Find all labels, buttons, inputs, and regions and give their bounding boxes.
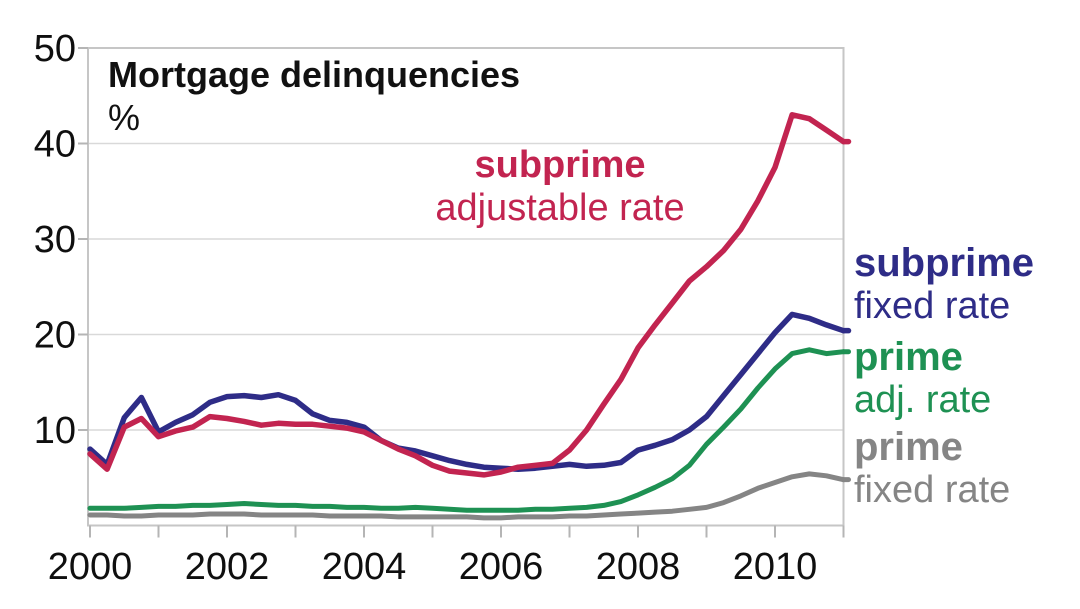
series-label-subprime-adjustable: subprime adjustable rate: [405, 144, 715, 230]
series-label-prime-fixed: prime fixed rate: [854, 426, 1010, 512]
y-tick-label: 10: [34, 410, 76, 452]
line-prime-adjustable-rate: [87, 347, 846, 513]
series-label-line2: adjustable rate: [435, 187, 685, 229]
y-tick-label: 20: [34, 315, 76, 357]
x-tick-label-2004: 2004: [322, 546, 407, 588]
x-tick-label-2008: 2008: [596, 546, 681, 588]
series-label-subprime-fixed: subprime fixed rate: [854, 242, 1034, 328]
line-subprime-adjustable-rate: [87, 112, 847, 478]
series-label-line1: subprime: [854, 241, 1035, 285]
series-label-line1: prime: [854, 425, 963, 469]
x-tick-label-2010: 2010: [733, 546, 818, 588]
series-label-prime-adjustable: prime adj. rate: [854, 336, 991, 422]
x-tick-label-2000: 2000: [48, 546, 133, 588]
series-label-line1: subprime: [474, 144, 646, 186]
series-label-line2: fixed rate: [854, 469, 1011, 511]
y-tick-label: 40: [34, 124, 76, 166]
x-tick-label-2006: 2006: [459, 546, 544, 588]
series-label-line2: fixed rate: [854, 285, 1011, 327]
line-prime-fixed-rate: [87, 471, 846, 521]
x-tick-label-2002: 2002: [185, 546, 270, 588]
chart-title: Mortgage delinquencies: [108, 54, 521, 95]
series-label-line2: adj. rate: [854, 379, 992, 421]
plot-border: [87, 47, 845, 527]
line-subprime-fixed-rate: [87, 311, 847, 472]
y-tick-label: 50: [34, 28, 76, 70]
y-tick-label: 30: [34, 219, 76, 261]
y-axis-unit-label: %: [108, 97, 141, 138]
series-label-line1: prime: [854, 335, 963, 379]
